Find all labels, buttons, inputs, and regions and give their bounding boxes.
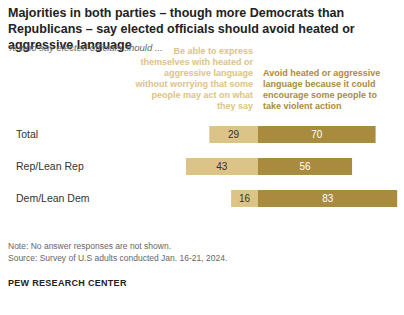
svg-text:29: 29 xyxy=(228,129,240,140)
html-text:% who say elected officials sh: % who say elected officials should ... xyxy=(8,42,163,53)
html-text:Be able to express themselves: Be able to express themselves with heate… xyxy=(135,46,253,111)
svg-text:43: 43 xyxy=(216,161,228,172)
svg-text:Dem/Lean Dem: Dem/Lean Dem xyxy=(16,192,90,204)
html-text:Source: Survey of U.S adults c: Source: Survey of U.S adults conducted J… xyxy=(8,253,228,263)
svg-text:83: 83 xyxy=(322,193,334,204)
html-text:Avoid heated or aggressive lan: Avoid heated or aggressive language beca… xyxy=(263,68,381,111)
svg-text:56: 56 xyxy=(299,161,311,172)
svg-text:70: 70 xyxy=(311,129,323,140)
html-text:Note: No answer responses are: Note: No answer responses are not shown. xyxy=(8,241,171,251)
html-text:Majorities in both parties – t: Majorities in both parties – though more… xyxy=(8,6,355,52)
svg-text:Rep/Lean Rep: Rep/Lean Rep xyxy=(16,160,84,172)
html-text:PEW RESEARCH CENTER: PEW RESEARCH CENTER xyxy=(8,278,127,288)
svg-text:16: 16 xyxy=(239,193,251,204)
svg-text:Total: Total xyxy=(16,128,38,140)
